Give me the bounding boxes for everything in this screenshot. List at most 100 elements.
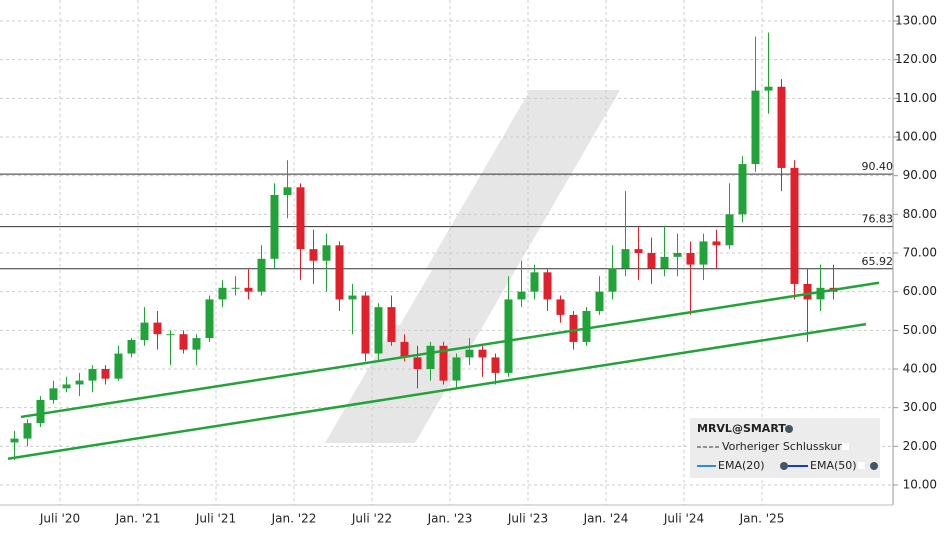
x-tick-label: Jan. '23 xyxy=(427,512,473,526)
plot: 90.40 76.83 65.92 xyxy=(0,32,894,460)
legend-icon xyxy=(842,443,849,450)
level-label: 76.83 xyxy=(862,213,894,226)
level-label: 90.40 xyxy=(862,160,894,173)
y-tick-label: 130.00 xyxy=(895,14,937,28)
legend: MRVL@SMART Vorheriger Schlusskurs EMA(20… xyxy=(690,418,880,478)
y-tick-label: 110.00 xyxy=(895,91,937,105)
legend-title: MRVL@SMART xyxy=(697,422,786,435)
x-tick-label: Jan. '22 xyxy=(271,512,317,526)
candle-body xyxy=(608,268,617,292)
candle-body xyxy=(205,299,214,339)
candle-body xyxy=(374,307,383,354)
candle-body xyxy=(322,245,331,261)
legend-item: EMA(50) xyxy=(810,459,857,472)
x-tick-label: Juli '21 xyxy=(195,512,236,526)
candle-body xyxy=(777,86,786,168)
legend-item: EMA(20) xyxy=(718,459,765,472)
candle-body xyxy=(569,314,578,342)
y-tick-label: 30.00 xyxy=(903,400,937,414)
x-tick-label: Jan. '21 xyxy=(115,512,161,526)
candle-body xyxy=(790,167,799,284)
candle-body xyxy=(387,307,396,342)
candle-body xyxy=(634,249,643,253)
x-tick-label: Juli '23 xyxy=(507,512,548,526)
candle-body xyxy=(296,187,305,250)
trend-line xyxy=(7,322,867,460)
candle-body xyxy=(153,322,162,335)
candle-body xyxy=(231,287,240,289)
candle-body xyxy=(465,349,474,358)
candle-body xyxy=(88,369,97,381)
candle-body xyxy=(725,214,734,246)
y-tick-label: 120.00 xyxy=(895,52,937,66)
candle-body xyxy=(426,345,435,369)
candle-body xyxy=(140,322,149,340)
trend-line xyxy=(20,281,880,419)
candle-body xyxy=(517,291,526,300)
candle-body xyxy=(127,340,136,354)
candle-body xyxy=(309,249,318,261)
candle-body xyxy=(361,295,370,354)
legend-icon xyxy=(870,462,878,470)
legend-item: Vorheriger Schlusskurs xyxy=(722,440,848,453)
candle-body xyxy=(49,388,58,400)
candle-body xyxy=(348,295,357,300)
candle-body xyxy=(491,357,500,373)
candle-body xyxy=(23,423,32,439)
candle-body xyxy=(75,380,84,385)
candle-body xyxy=(257,258,266,292)
candle-body xyxy=(803,283,812,300)
candle-body xyxy=(673,253,682,257)
legend-icon xyxy=(780,462,788,470)
candle-body xyxy=(413,357,422,369)
x-tick-label: Juli '20 xyxy=(39,512,80,526)
candle-body xyxy=(686,253,695,265)
candle-body xyxy=(712,241,721,246)
x-tick-label: Jan. '25 xyxy=(739,512,785,526)
watermark xyxy=(325,90,620,443)
legend-icon xyxy=(858,462,865,469)
candle-body xyxy=(764,86,773,91)
candle-body xyxy=(582,311,591,342)
candle-body xyxy=(283,187,292,195)
candle-body xyxy=(114,353,123,379)
candle-body xyxy=(647,253,656,269)
candle-body xyxy=(36,399,45,424)
candle-body xyxy=(244,287,253,292)
x-tick-label: Juli '24 xyxy=(663,512,704,526)
level-label: 65.92 xyxy=(862,255,894,268)
candle-body xyxy=(699,241,708,265)
y-tick-label: 80.00 xyxy=(903,207,937,221)
candle-body xyxy=(439,345,448,381)
y-tick-label: 40.00 xyxy=(903,362,937,376)
candle-body xyxy=(62,384,71,389)
candle-body xyxy=(400,341,409,358)
candle-body xyxy=(543,272,552,300)
candle-body xyxy=(335,245,344,300)
candle-body xyxy=(621,249,630,269)
y-tick-label: 70.00 xyxy=(903,246,937,260)
y-tick-label: 60.00 xyxy=(903,284,937,298)
candle-body xyxy=(101,369,110,379)
candle-body xyxy=(179,334,188,350)
candle-body xyxy=(738,164,747,215)
candle-body xyxy=(556,299,565,315)
candle-body xyxy=(530,272,539,292)
candle-body xyxy=(595,291,604,311)
y-tick-label: 90.00 xyxy=(903,168,937,182)
candle-body xyxy=(218,287,227,300)
y-tick-label: 50.00 xyxy=(903,323,937,337)
candle-body xyxy=(660,256,669,269)
y-tick-label: 20.00 xyxy=(903,439,937,453)
candle-body xyxy=(166,334,175,336)
y-tick-label: 10.00 xyxy=(903,478,937,492)
candle-body xyxy=(504,299,513,373)
y-tick-label: 100.00 xyxy=(895,130,937,144)
candle-body xyxy=(751,90,760,165)
candle-body xyxy=(270,195,279,259)
candle-body xyxy=(452,357,461,381)
x-tick-label: Jan. '24 xyxy=(583,512,629,526)
candle-body xyxy=(816,287,825,300)
candle-body xyxy=(478,349,487,358)
